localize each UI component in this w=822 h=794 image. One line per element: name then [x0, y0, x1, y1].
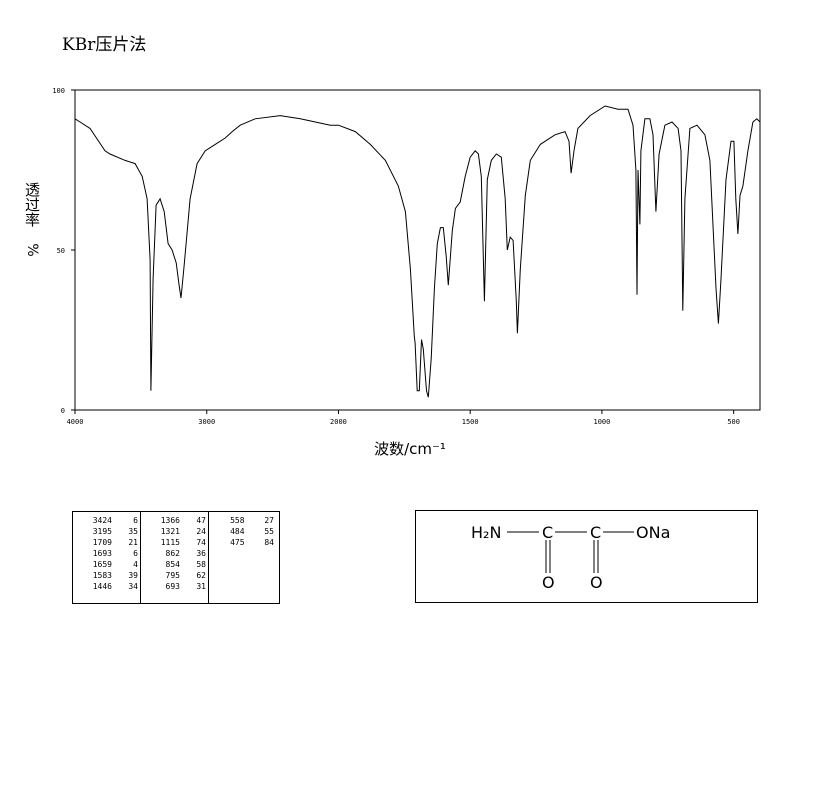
atom-label: C: [542, 523, 553, 542]
peak-wavenumber: 484: [230, 527, 245, 536]
peak-column: 1366 47 1321 24 1115 74 862 36 854 58 795 62 693 31: [141, 515, 209, 592]
peak-row: 1693 6: [73, 548, 141, 559]
plot-frame: [74, 89, 761, 411]
atom-label: C: [590, 523, 601, 542]
peak-wavenumber: 1709: [92, 538, 112, 547]
x-tick-label: 3000: [198, 418, 215, 426]
peak-row: 475 84: [209, 537, 277, 548]
peak-row: 795 62: [141, 570, 209, 581]
peak-transmittance: 74: [196, 538, 206, 547]
peak-column-box: 1366 47 1321 24 1115 74 862 36 854 58 795 62 693 31: [141, 512, 209, 603]
peak-wavenumber: 795: [165, 571, 180, 580]
peak-column-box: 558 27 484 55 475 84: [209, 512, 277, 603]
atom-label: O: [542, 573, 555, 592]
peak-row: 3424 6: [73, 515, 141, 526]
peak-wavenumber: 693: [165, 582, 180, 591]
x-tick-label: 500: [727, 418, 740, 426]
peak-row: 862 36: [141, 548, 209, 559]
chart: KBr压片法 波数/cm⁻¹ 透过率 % 4000 3000 2000 1500 100…: [23, 35, 761, 458]
peak-wavenumber: 1446: [92, 582, 112, 591]
peak-transmittance: 62: [196, 571, 206, 580]
atom-label: ONa: [636, 523, 670, 542]
peak-transmittance: 55: [264, 527, 274, 536]
y-tick-label: 0: [61, 407, 65, 415]
structure-atoms: H₂N C C ONa O O: [471, 523, 670, 592]
peak-wavenumber: 3195: [92, 527, 112, 536]
x-tick-label: 1000: [593, 418, 610, 426]
peak-wavenumber: 1659: [92, 560, 112, 569]
peak-row: 484 55: [209, 526, 277, 537]
atom-label: H₂N: [471, 523, 501, 542]
peak-transmittance: 31: [196, 582, 206, 591]
peak-wavenumber: 3424: [92, 516, 112, 525]
peak-transmittance: 36: [196, 549, 206, 558]
x-axis-label: 波数/cm⁻¹: [374, 440, 446, 458]
peak-row: 1115 74: [141, 537, 209, 548]
peak-transmittance: 39: [128, 571, 138, 580]
atom-label: O: [590, 573, 603, 592]
peak-wavenumber: 854: [165, 560, 180, 569]
y-tick-label: 100: [52, 87, 65, 95]
peak-column: 558 27 484 55 475 84: [209, 515, 277, 548]
y-axis-label: 透过率: [23, 182, 41, 227]
peak-transmittance: 24: [196, 527, 206, 536]
peak-transmittance: 6: [133, 549, 138, 558]
peak-row: 693 31: [141, 581, 209, 592]
chart-title: KBr压片法: [62, 35, 146, 55]
peak-row: 1709 21: [73, 537, 141, 548]
peak-row: 1446 34: [73, 581, 141, 592]
peak-transmittance: 4: [133, 560, 138, 569]
x-tick-label: 1500: [462, 418, 479, 426]
y-axis-unit: %: [24, 243, 40, 256]
peak-wavenumber: 558: [230, 516, 245, 525]
peak-transmittance: 84: [264, 538, 274, 547]
peak-wavenumber: 1321: [160, 527, 180, 536]
peak-wavenumber: 1115: [160, 538, 180, 547]
peak-transmittance: 27: [264, 516, 274, 525]
peak-wavenumber: 862: [165, 549, 180, 558]
peak-wavenumber: 1693: [92, 549, 112, 558]
structure-frame: [415, 510, 758, 603]
peak-wavenumber: 1583: [92, 571, 112, 580]
peak-row: 1583 39: [73, 570, 141, 581]
peak-transmittance: 58: [196, 560, 206, 569]
peak-column-box: 3424 6 3195 35 1709 21 1693 6 1659 4 1583 39 1446 34: [73, 512, 141, 603]
x-tick-label: 2000: [330, 418, 347, 426]
peak-wavenumber: 1366: [160, 516, 180, 525]
peak-transmittance: 21: [128, 538, 138, 547]
peak-transmittance: 6: [133, 516, 138, 525]
peak-row: 558 27: [209, 515, 277, 526]
peak-column: 3424 6 3195 35 1709 21 1693 6 1659 4 1583 39 1446 34: [73, 515, 141, 592]
peak-transmittance: 34: [128, 582, 138, 591]
peak-wavenumber: 475: [230, 538, 245, 547]
peak-row: 1659 4: [73, 559, 141, 570]
bonds: [507, 531, 634, 573]
peak-transmittance: 35: [128, 527, 138, 536]
peak-row: 1366 47: [141, 515, 209, 526]
x-tick-label: 4000: [67, 418, 84, 426]
spectrum-line: [74, 105, 761, 398]
structure-diagram: H₂N C C ONa O O: [415, 510, 758, 603]
y-tick-label: 50: [57, 247, 65, 255]
peak-table: 3424 6 3195 35 1709 21 1693 6 1659 4 1583 39 1446 34 1…: [72, 511, 280, 604]
peak-row: 1321 24: [141, 526, 209, 537]
peak-transmittance: 47: [196, 516, 206, 525]
peak-row: 854 58: [141, 559, 209, 570]
peak-row: 3195 35: [73, 526, 141, 537]
